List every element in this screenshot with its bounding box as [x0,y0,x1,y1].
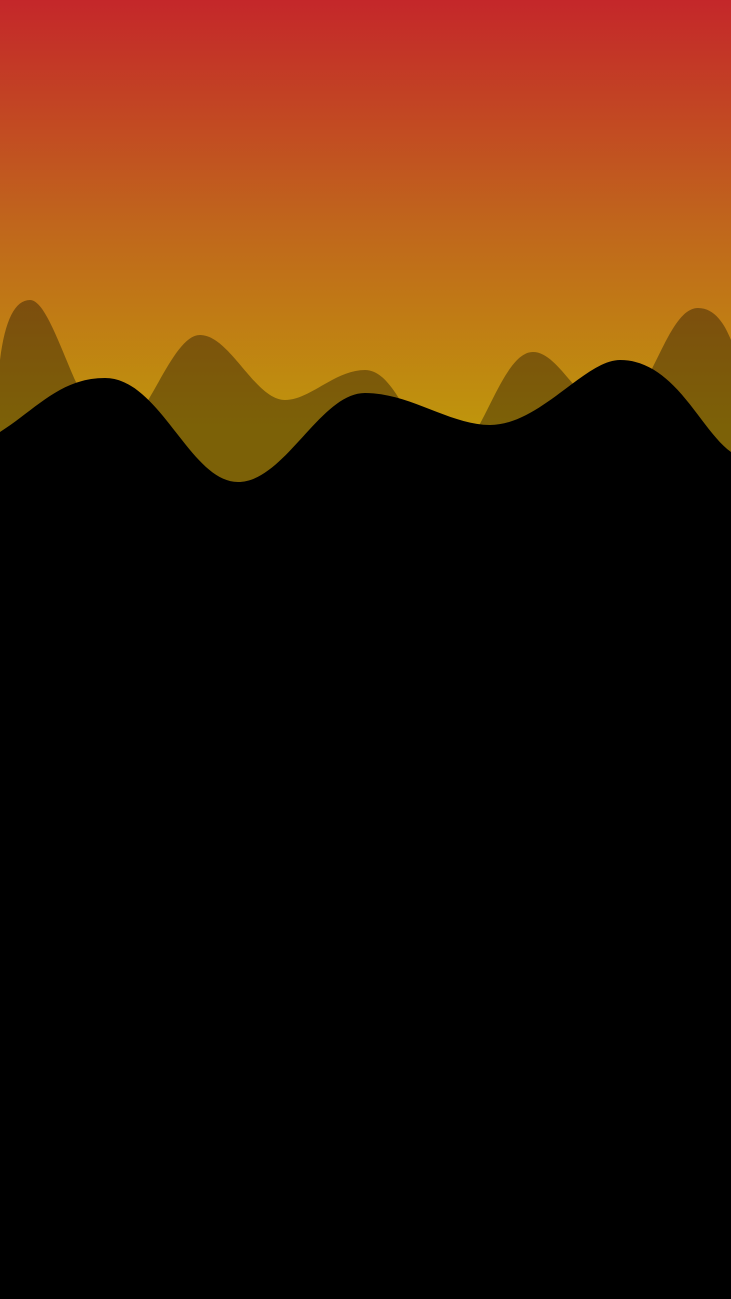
front-wave [0,360,731,500]
content-area [0,500,731,1299]
wave-header [0,0,731,500]
